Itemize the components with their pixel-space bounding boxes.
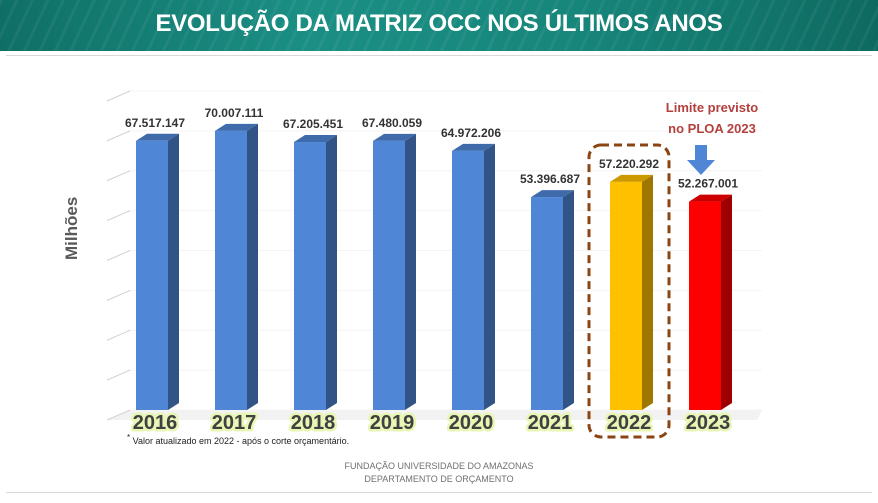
category-label-2016: 2016 [133, 412, 178, 434]
bars-group [136, 123, 732, 411]
bar-front-2020 [452, 150, 484, 410]
wall-diagonal [106, 369, 131, 381]
bar-front-2022 [610, 181, 642, 410]
chart-floor [106, 90, 762, 421]
bar-front-2018 [294, 142, 326, 411]
wall-diagonal [106, 409, 131, 421]
bar-top-2019 [373, 133, 416, 141]
bar-side-2016 [168, 133, 179, 410]
value-label-2021: 53.396.687 [520, 172, 580, 186]
frame-top-line [6, 55, 872, 56]
bar-side-2021 [563, 190, 574, 410]
frame-bottom-line [6, 492, 872, 493]
bar-2022 [610, 174, 653, 410]
category-label-2020: 2020 [449, 412, 494, 434]
value-label-2016: 67.517.147 [125, 116, 185, 130]
bar-front-2019 [373, 140, 405, 410]
wall-diagonal [106, 250, 131, 261]
chart-floor-plane [107, 410, 762, 420]
footer-org-name: FUNDAÇÃO UNIVERSIDADE DO AMAZONAS [344, 461, 534, 471]
wall-diagonal [106, 130, 131, 142]
bar-front-2017 [215, 130, 247, 410]
bar-side-2019 [405, 133, 416, 410]
bar-side-2023 [721, 194, 732, 410]
value-label-2023: 52.267.001 [678, 177, 738, 191]
category-label-2019: 2019 [370, 412, 415, 434]
value-label-2022: 57.220.292 [599, 157, 659, 171]
highlight-box-2022 [587, 143, 671, 439]
bar-2020 [452, 143, 495, 410]
ploa-annotation-line-2: no PLOA 2023 [668, 121, 756, 136]
wall-diagonal [106, 329, 131, 341]
category-label-2017: 2017 [212, 412, 257, 434]
category-label-2022: 2022 [607, 412, 652, 434]
value-label-2020: 64.972.206 [441, 126, 501, 140]
page-title: EVOLUÇÃO DA MATRIZ OCC NOS ÚLTIMOS ANOS [155, 10, 723, 37]
footnote-text: Valor atualizado em 2022 - após o corte … [130, 436, 350, 446]
wall-diagonal [106, 210, 131, 222]
bar-front-2021 [531, 197, 563, 410]
bar-top-2020 [452, 143, 495, 151]
bar-front-2023 [689, 201, 721, 410]
bar-2017 [215, 123, 258, 410]
bar-2019 [373, 133, 416, 410]
bar-top-2021 [531, 190, 574, 198]
bar-top-2016 [136, 133, 179, 141]
bar-side-2018 [326, 135, 337, 411]
footer-department: DEPARTAMENTO DE ORÇAMENTO [364, 474, 514, 484]
title-banner: EVOLUÇÃO DA MATRIZ OCC NOS ÚLTIMOS ANOS [0, 0, 878, 51]
down-arrow-icon [687, 145, 715, 175]
annotations-group [587, 143, 715, 439]
footnote: * Valor atualizado em 2022 - após o cort… [127, 433, 349, 446]
category-label-2018: 2018 [291, 412, 336, 434]
ploa-annotation: Limite previsto no PLOA 2023 [652, 97, 772, 139]
bar-2016 [136, 133, 179, 410]
bar-top-2022 [610, 174, 653, 182]
bar-side-2020 [484, 143, 495, 410]
value-label-2019: 67.480.059 [362, 116, 422, 130]
bar-top-2017 [215, 123, 258, 131]
ploa-annotation-line-1: Limite previsto [665, 100, 759, 115]
bar-2018 [294, 135, 337, 411]
wall-diagonal [106, 289, 131, 301]
category-label-2021: 2021 [528, 412, 573, 434]
y-axis-label: Milhões [62, 196, 81, 260]
wall-diagonal [106, 170, 131, 182]
bar-2021 [531, 190, 574, 410]
category-labels-group: 2016 2017 2018 2019 2020 2021 2022 2023 [130, 410, 733, 437]
value-label-2018: 67.205.451 [283, 117, 343, 131]
bar-top-2018 [294, 135, 337, 143]
bar-side-2022 [642, 174, 653, 410]
bar-front-2016 [136, 140, 168, 410]
wall-diagonal [106, 90, 131, 102]
category-label-2023: 2023 [686, 412, 731, 434]
bar-2023 [689, 194, 732, 410]
footnote-marker: * [127, 433, 131, 442]
value-labels-group: 67.517.147 70.007.111 67.205.451 67.480.059… [125, 106, 738, 191]
bar-side-2017 [247, 123, 258, 410]
bar-top-2023 [689, 194, 732, 202]
value-label-2017: 70.007.111 [205, 106, 264, 120]
